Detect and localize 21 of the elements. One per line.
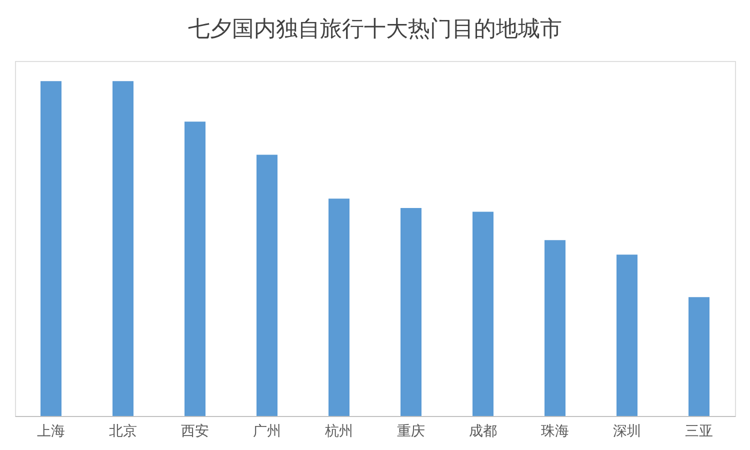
x-tick-label: 上海 bbox=[37, 424, 65, 440]
bar bbox=[472, 212, 494, 416]
x-tick-label: 深圳 bbox=[613, 424, 641, 440]
x-tick-label: 珠海 bbox=[541, 424, 569, 440]
chart-title: 七夕国内独自旅行十大热门目的地城市 bbox=[188, 17, 562, 42]
x-tick-label: 广州 bbox=[253, 424, 281, 440]
x-tick-label: 杭州 bbox=[324, 424, 353, 440]
x-tick-label: 西安 bbox=[181, 424, 209, 440]
bar bbox=[256, 154, 278, 416]
bar bbox=[544, 240, 566, 416]
x-tick-label: 三亚 bbox=[685, 424, 713, 440]
bar bbox=[184, 122, 206, 416]
bar bbox=[400, 208, 422, 416]
bar bbox=[328, 198, 350, 416]
x-tick-label: 北京 bbox=[109, 424, 137, 440]
x-tick-label: 重庆 bbox=[397, 424, 425, 440]
x-tick-label: 成都 bbox=[469, 424, 497, 440]
bar bbox=[616, 254, 638, 416]
bar bbox=[40, 81, 62, 416]
bar bbox=[688, 297, 710, 416]
bar bbox=[112, 81, 134, 416]
